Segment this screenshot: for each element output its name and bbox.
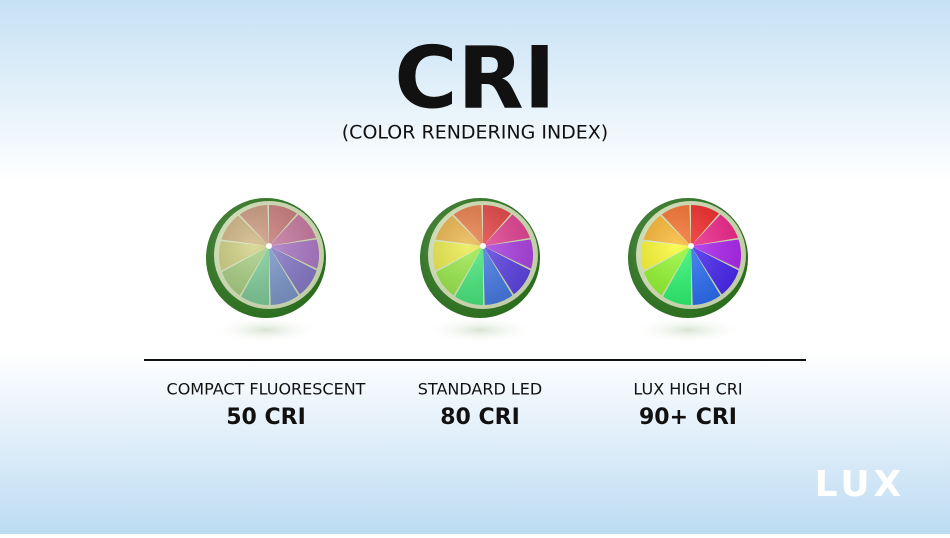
item-label: STANDARD LED xyxy=(418,380,542,399)
lime-reflection xyxy=(633,316,743,344)
limes xyxy=(206,198,748,344)
lime-shade xyxy=(628,198,748,318)
lime xyxy=(420,198,540,344)
logo: LUX xyxy=(815,464,906,505)
lime-shade xyxy=(420,198,540,318)
item-value: 80 CRI xyxy=(440,405,520,430)
item-label: LUX HIGH CRI xyxy=(633,380,742,399)
lime-core xyxy=(688,243,694,249)
item-label: COMPACT FLUORESCENT xyxy=(167,380,366,399)
lime xyxy=(206,198,326,344)
lime-shade xyxy=(206,198,326,318)
lime xyxy=(628,198,748,344)
lime-core xyxy=(266,243,272,249)
lime-core xyxy=(480,243,486,249)
lime-reflection xyxy=(211,316,321,344)
labels: COMPACT FLUORESCENT 50 CRI STANDARD LED 80 … xyxy=(167,380,743,431)
item-value: 90+ CRI xyxy=(639,405,737,430)
title: CRI xyxy=(394,28,555,128)
item-value: 50 CRI xyxy=(226,405,306,430)
lime-reflection xyxy=(425,316,535,344)
subtitle: (COLOR RENDERING INDEX) xyxy=(342,122,608,144)
